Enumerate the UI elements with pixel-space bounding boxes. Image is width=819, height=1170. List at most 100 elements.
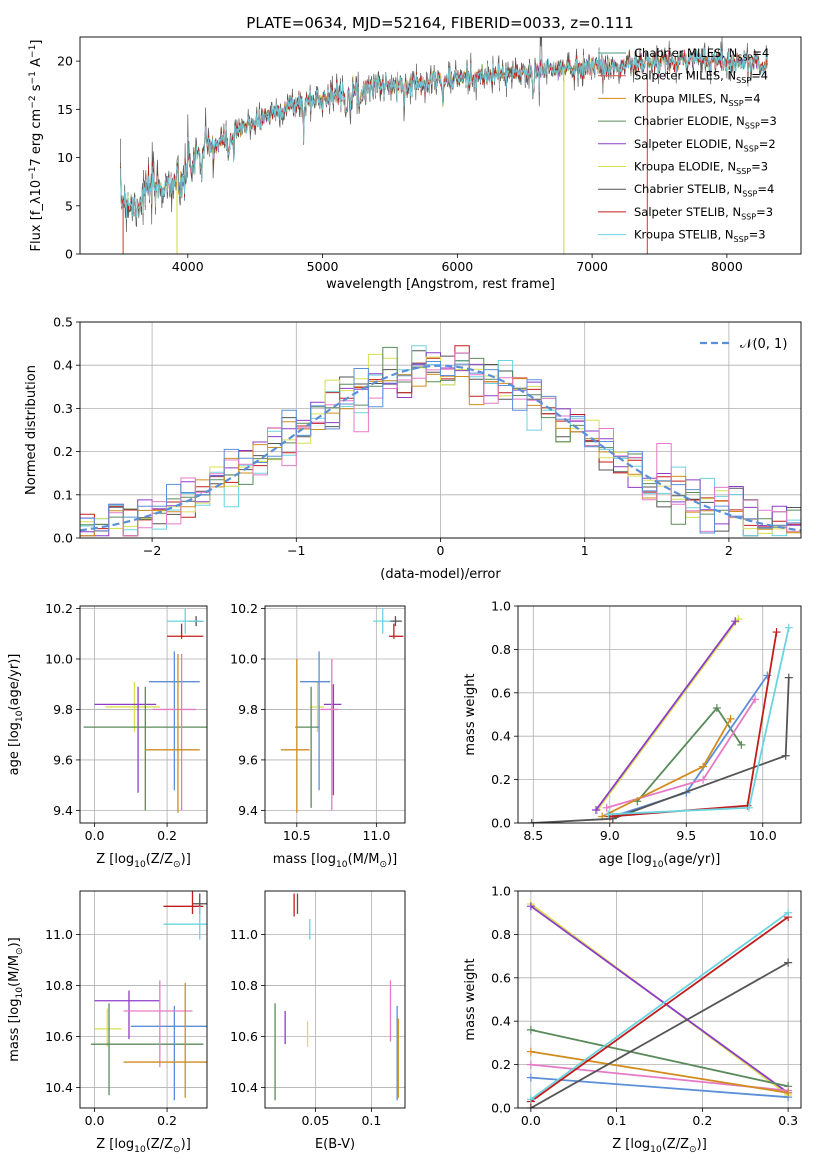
mw-vs-z-ytick-label: 0.2 xyxy=(491,1057,511,1072)
mw-vs-age-ytick-label: 0.0 xyxy=(491,816,511,831)
mw-vs-age-point-marker xyxy=(744,803,753,812)
age-vs-z-ytick-label: 9.6 xyxy=(53,752,73,767)
age-vs-z-xlabel: Z [log10​(Z/Z⊙​)] xyxy=(96,852,191,870)
histogram-ytick-label: 0.4 xyxy=(53,358,73,373)
mw-vs-z-xtick-label: 0.3 xyxy=(778,1113,798,1128)
mw-vs-z-frame xyxy=(517,890,802,1109)
spectrum-ytick-label: 5 xyxy=(65,198,73,213)
mw-vs-age-point-marker xyxy=(604,810,613,819)
spectrum-legend-label: Chabrier MILES, NSSP​=4 xyxy=(634,46,769,62)
mw-vs-z-series-line xyxy=(530,1076,789,1099)
mw-vs-age-series-line xyxy=(595,620,736,811)
mass-vs-ebv-xtick-label: 0.1 xyxy=(361,1113,381,1128)
mw-vs-z-point-marker xyxy=(526,1095,535,1104)
age-vs-mass-ytick-label: 10.0 xyxy=(230,651,258,666)
mw-vs-age-ytick-label: 1.0 xyxy=(491,599,511,614)
mw-vs-z-xtick-label: 0.1 xyxy=(607,1113,627,1128)
mw-vs-age-point-marker xyxy=(592,805,601,814)
mw-vs-age-xtick-label: 8.5 xyxy=(523,828,543,843)
mw-vs-age-xtick-label: 10.0 xyxy=(749,828,777,843)
histogram-ytick-label: 0.1 xyxy=(53,487,73,502)
mw-vs-z-plot-area xyxy=(526,900,793,1108)
age-vs-mass-xtick-label: 10.5 xyxy=(283,828,311,843)
mass-vs-z-ytick-label: 11.0 xyxy=(45,927,73,942)
mw-vs-age-series-line xyxy=(612,674,769,818)
age-vs-mass-ytick-label: 9.8 xyxy=(238,702,258,717)
mass-vs-z-plot-area xyxy=(90,891,207,1101)
histogram-ytick-label: 0.2 xyxy=(53,444,73,459)
mw-vs-z-xtick-label: 0.0 xyxy=(521,1113,541,1128)
spectrum-xtick-label: 6000 xyxy=(441,259,473,274)
histogram-xtick-label: 2 xyxy=(725,543,733,558)
mass-vs-ebv-plot-area xyxy=(274,893,399,1101)
mw-vs-z-ytick-label: 0.8 xyxy=(491,927,511,942)
spectrum-legend-label: Chabrier STELIB, NSSP​=4 xyxy=(634,182,774,198)
age-vs-mass-plot-area xyxy=(280,608,404,813)
histogram-legend-label: 𝒩(0, 1) xyxy=(740,337,787,352)
histogram-ytick-label: 0.5 xyxy=(53,315,73,330)
histogram-xlabel: (data-model)/error xyxy=(380,567,501,582)
mw-vs-age-point-marker xyxy=(712,703,721,712)
spectrum-xtick-label: 7000 xyxy=(576,259,608,274)
age-vs-z-ylabel: age [log10​(age/yr)] xyxy=(7,654,25,776)
mw-vs-age-point-marker xyxy=(737,740,746,749)
mw-vs-z-ytick-label: 0.0 xyxy=(491,1101,511,1116)
mw-vs-z-ytick-label: 1.0 xyxy=(491,884,511,899)
mw-vs-z-point-marker xyxy=(526,902,535,911)
mw-vs-age-point-marker xyxy=(784,623,793,632)
mw-vs-age-plot-area xyxy=(527,615,793,823)
spectrum-xtick-label: 8000 xyxy=(711,259,743,274)
age-vs-z-frame xyxy=(79,605,208,824)
mw-vs-age-series-line xyxy=(606,698,756,809)
spectrum-series-line xyxy=(120,47,768,221)
mass-vs-z-ytick-label: 10.6 xyxy=(45,1029,73,1044)
spectrum-ytick-label: 15 xyxy=(57,102,73,117)
age-vs-mass-frame xyxy=(264,605,406,824)
mw-vs-z-point-marker xyxy=(526,1047,535,1056)
mw-vs-z-ylabel: mass weight xyxy=(463,958,478,1040)
mass-vs-z-ytick-label: 10.8 xyxy=(45,978,73,993)
histogram-xtick-label: 0 xyxy=(437,543,445,558)
mass-vs-ebv-frame xyxy=(264,890,406,1109)
mass-vs-ebv-ytick-label: 10.6 xyxy=(230,1029,258,1044)
histogram-xtick-label: 1 xyxy=(581,543,589,558)
spectrum-legend-label: Salpeter ELODIE, NSSP​=2 xyxy=(634,137,776,153)
mw-vs-z-point-marker xyxy=(784,1088,793,1097)
mass-vs-z-ytick-label: 10.4 xyxy=(45,1080,73,1095)
mass-vs-ebv-ytick-label: 10.4 xyxy=(230,1080,258,1095)
mw-vs-age-point-marker xyxy=(784,673,793,682)
mw-vs-z-point-marker xyxy=(784,908,793,917)
mass-vs-ebv-xtick-label: 0.05 xyxy=(301,1113,329,1128)
spectrum-ylabel: Flux [f_λ10−1​7 erg cm−2​ s−1​ A−1​] xyxy=(28,40,44,252)
spectrum-xtick-label: 5000 xyxy=(307,259,339,274)
mass-vs-ebv-ytick-label: 10.8 xyxy=(230,978,258,993)
age-vs-z-xtick-label: 0.0 xyxy=(85,828,105,843)
mw-vs-age-ytick-label: 0.8 xyxy=(491,642,511,657)
mw-vs-age-ylabel: mass weight xyxy=(463,673,478,755)
histogram-ytick-label: 0.0 xyxy=(53,531,73,546)
age-vs-z-ytick-label: 9.8 xyxy=(53,702,73,717)
spectrum-ytick-label: 20 xyxy=(57,54,73,69)
mw-vs-age-point-marker xyxy=(602,803,611,812)
age-vs-mass-xlabel: mass [log10​(M/M⊙​)] xyxy=(273,852,397,870)
age-vs-mass-xtick-label: 11.0 xyxy=(362,828,390,843)
mw-vs-z-series-line xyxy=(530,916,789,1103)
histogram-ytick-label: 0.3 xyxy=(53,401,73,416)
mw-vs-age-point-marker xyxy=(527,819,536,823)
mass-vs-z-xtick-label: 0.0 xyxy=(85,1113,105,1128)
mw-vs-age-xtick-label: 9.5 xyxy=(676,828,696,843)
spectrum-title: PLATE=0634, MJD=52164, FIBERID=0033, z=0… xyxy=(246,14,633,32)
spectrum-legend-label: Salpeter STELIB, NSSP​=3 xyxy=(634,205,773,221)
mw-vs-age-series-line xyxy=(531,677,790,823)
spectrum-xlabel: wavelength [Angstrom, rest frame] xyxy=(326,277,555,292)
mw-vs-z-ytick-label: 0.4 xyxy=(491,1014,511,1029)
mw-vs-z-xtick-label: 0.2 xyxy=(692,1113,712,1128)
age-vs-z-plot-area xyxy=(83,608,207,813)
histogram-xtick-label: −2 xyxy=(143,543,161,558)
mw-vs-age-point-marker xyxy=(699,775,708,784)
mw-vs-z-series-line xyxy=(530,911,789,1101)
mass-vs-z-frame xyxy=(79,890,208,1109)
mass-vs-z-xlabel: Z [log10​(Z/Z⊙​)] xyxy=(96,1137,191,1155)
mw-vs-z-point-marker xyxy=(526,1060,535,1069)
age-vs-z-ytick-label: 9.4 xyxy=(53,803,73,818)
